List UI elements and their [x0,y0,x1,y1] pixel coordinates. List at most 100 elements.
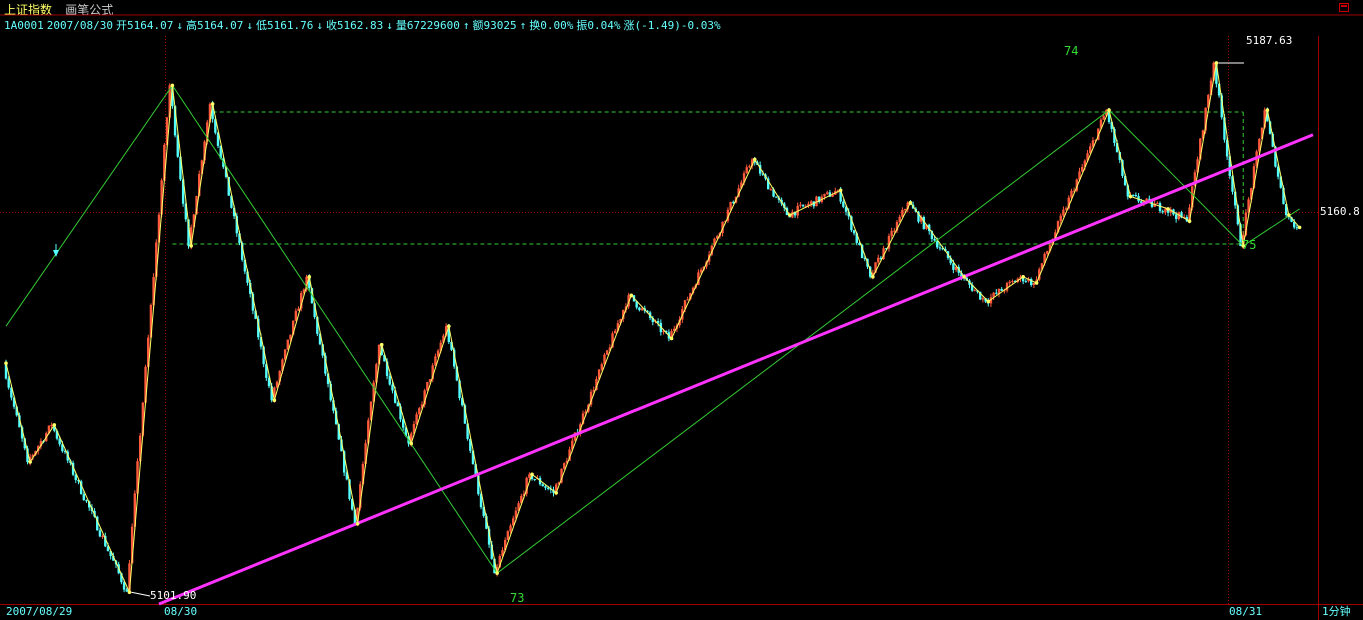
candle-body [1236,205,1240,225]
quote-volume: 量67229600 [395,19,460,32]
candle-body [1089,146,1092,154]
candle-body [807,203,810,207]
candle-body [541,484,544,487]
candle-body [356,507,359,524]
candle-body [571,440,574,450]
candle-body [563,463,566,469]
candle-body [345,472,349,480]
candle-body [85,500,88,502]
candle-body [1105,110,1108,116]
candle-body [1134,195,1138,197]
candle-body [144,366,147,403]
candle-body [1282,187,1285,205]
candle-body [721,221,724,234]
quote-date: 2007/08/30 [46,19,113,32]
candle-body [906,202,909,210]
candle-body [420,404,424,409]
candle-body [251,293,255,311]
pen-pivot-point [210,102,215,106]
candle-body [1225,139,1229,157]
candle-body [748,166,751,168]
candle-body [259,337,263,347]
candle-body [1021,276,1025,282]
candle-body [31,454,35,458]
candle-body [426,381,429,391]
candle-body [313,303,316,317]
quote-close-arrow: ↓ [386,19,393,32]
candle-body [393,390,397,403]
candle-body [15,406,18,416]
candle-body [388,375,391,385]
candle-body [1118,152,1121,161]
candle-body [501,550,504,557]
pen-pivot-point [787,213,792,217]
pen-pivot-point [530,472,534,477]
candle-body [973,290,977,292]
period-selector[interactable]: 1分钟 [1322,605,1351,618]
candle-body [855,233,858,244]
candle-body [163,144,166,181]
candle-body [938,247,942,249]
candle-body [332,400,335,411]
candle-body [1188,207,1191,222]
window-maximize-icon[interactable] [1339,3,1349,12]
candle-body [512,518,515,526]
candle-body [385,361,389,376]
formula-name[interactable]: 画笔公式 [65,3,114,17]
candle-body [79,481,83,495]
candle-body [198,174,201,197]
candle-body [689,293,692,300]
pen-pivot-point [355,521,360,526]
candle-body [495,567,499,574]
trend-line [158,133,1314,606]
pen-pivot-point [52,423,57,427]
candle-body [176,135,179,157]
pen-pivot-point [1034,281,1039,285]
candle-body [533,479,536,481]
candle-body [157,214,161,243]
candle-body [817,196,821,202]
candle-body [622,309,625,319]
candle-body [203,141,206,161]
quote-low-arrow: ↓ [316,19,323,32]
candle-body [436,350,440,357]
candle-body [10,387,13,398]
pen-pivot-point [495,571,499,575]
candle-body [1003,290,1006,292]
right-price-label: 5160.8 [1320,205,1360,218]
candle-body [506,531,510,541]
candle-body [482,507,485,517]
candle-body [831,194,834,197]
candle-body [1177,212,1181,219]
pen-pivot-point [1241,244,1246,248]
candle-body [192,214,196,228]
candle-body [493,558,496,574]
candle-body [479,494,483,508]
candle-body [793,211,797,216]
candle-body [361,463,365,485]
candle-body [879,257,883,259]
candle-body [1161,211,1164,213]
candle-body [308,276,311,289]
candle-body [1215,62,1218,84]
pen-pivot-point [1107,108,1111,112]
pen-pivot-point [1265,108,1270,112]
index-name[interactable]: 上证指数 [4,3,53,17]
pen-pivot-point [447,324,451,328]
candle-body [224,167,228,177]
candle-body [1148,198,1151,200]
candle-body [337,424,340,440]
quote-volume-arrow: ↑ [462,19,470,32]
candle-body [678,319,681,326]
candle-body [184,203,188,220]
candle-body [842,201,845,207]
candle-body [219,145,222,159]
candle-body [546,487,550,489]
candle-body [874,262,877,273]
candle-body [1024,281,1028,283]
candle-body [614,330,617,334]
candle-body [750,159,754,167]
candle-body [860,245,864,259]
quote-change: 涨(-1.49)-0.03% [623,19,721,32]
